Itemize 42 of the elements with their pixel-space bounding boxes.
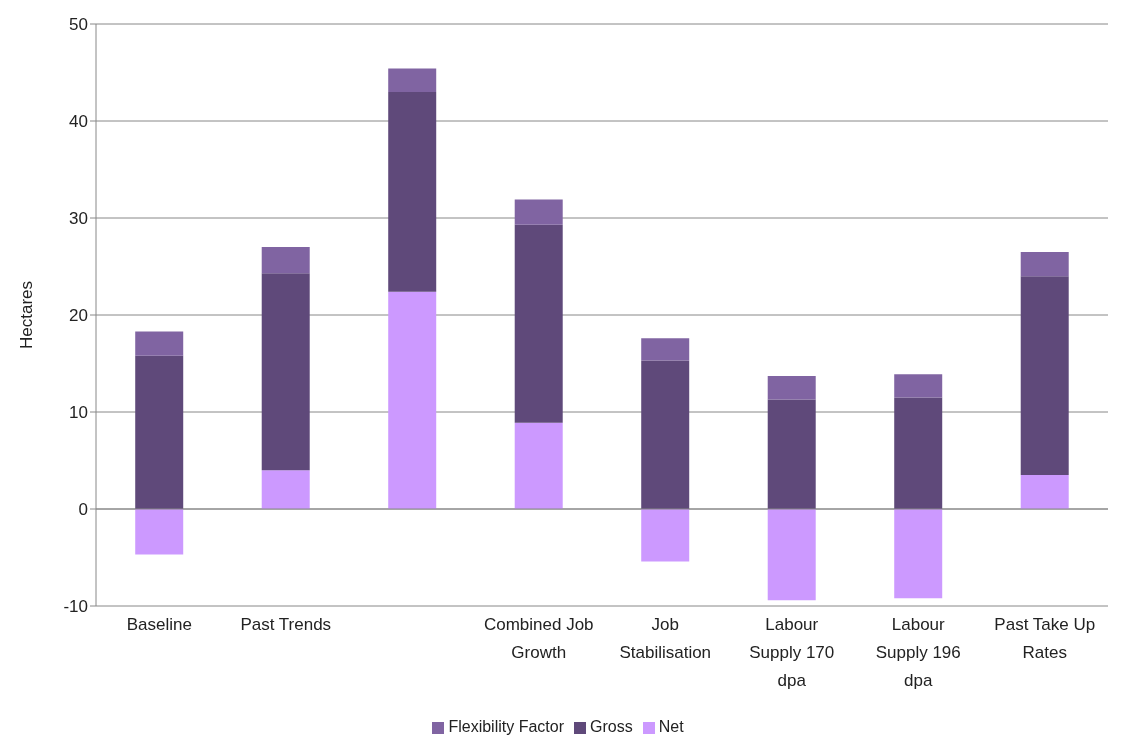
bar xyxy=(894,397,943,509)
y-tick-label: 30 xyxy=(69,209,88,229)
bar xyxy=(767,509,816,601)
y-tick-label: 10 xyxy=(69,403,88,423)
x-tick-label: Labour Supply 196 dpa xyxy=(875,615,961,690)
bar xyxy=(514,422,563,509)
bar xyxy=(641,338,690,361)
bar xyxy=(135,331,184,356)
x-tick-label: Past Trends xyxy=(240,615,332,634)
x-tick-label: Combined Job Growth xyxy=(483,615,594,662)
y-axis-title: Hectares xyxy=(17,280,37,350)
bar xyxy=(1020,475,1069,509)
y-tick-label: 50 xyxy=(69,15,88,35)
x-tick-label: Past Take Up Rates xyxy=(994,615,1096,662)
bar xyxy=(514,224,563,423)
legend-label: Net xyxy=(658,718,684,735)
bar xyxy=(388,68,437,92)
bar xyxy=(514,199,563,225)
bar xyxy=(135,509,184,555)
bar xyxy=(894,509,943,599)
y-tick-label: 0 xyxy=(78,500,88,520)
bar xyxy=(261,273,310,471)
x-tick-label: Baseline xyxy=(126,615,192,634)
x-tick-label: Labour Supply 170 dpa xyxy=(749,615,835,690)
bar xyxy=(767,399,816,509)
y-tick-label: 20 xyxy=(69,306,88,326)
legend-label: Gross xyxy=(590,718,633,735)
bar xyxy=(641,509,690,562)
bar xyxy=(894,374,943,398)
y-tick-label: 40 xyxy=(69,112,88,132)
bar xyxy=(261,247,310,274)
bar xyxy=(388,291,437,509)
bar xyxy=(261,470,310,509)
bar xyxy=(135,355,184,509)
bar xyxy=(641,360,690,509)
bar xyxy=(767,376,816,400)
legend-label: Flexibility Factor xyxy=(448,718,564,735)
y-tick-label: -10 xyxy=(63,597,88,617)
bar xyxy=(1020,251,1069,277)
bar xyxy=(1020,276,1069,476)
x-tick-label: Job Stabilisation xyxy=(619,615,712,662)
bar xyxy=(388,91,437,292)
